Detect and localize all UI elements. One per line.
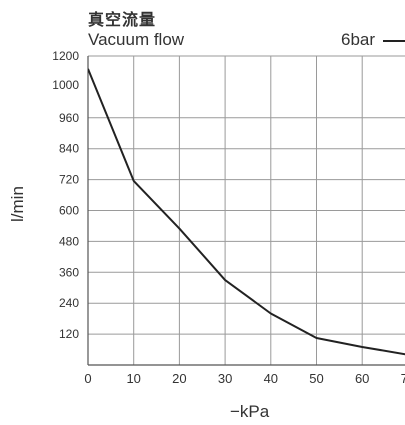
- y-tick-label: 840: [59, 142, 79, 156]
- y-tick-label: 960: [59, 111, 79, 125]
- x-tick-label: 40: [264, 371, 278, 386]
- series-line-6bar: [88, 68, 405, 356]
- legend-label: 6bar: [341, 30, 376, 49]
- y-tick-label: 1000: [52, 78, 79, 92]
- x-tick-label: 60: [355, 371, 369, 386]
- x-tick-label: 30: [218, 371, 232, 386]
- y-tick-label: 480: [59, 234, 79, 248]
- y-tick-label: 600: [59, 204, 79, 218]
- x-tick-label: 0: [84, 371, 91, 386]
- y-tick-label: 720: [59, 173, 79, 187]
- chart-subtitle: Vacuum flow: [88, 30, 185, 49]
- y-tick-label: 1200: [52, 49, 79, 63]
- x-axis-label: −kPa: [230, 402, 270, 421]
- y-tick-label: 360: [59, 265, 79, 279]
- y-tick-label: 240: [59, 296, 79, 310]
- legend-line-swatch: [383, 40, 405, 42]
- x-tick-label: 10: [126, 371, 140, 386]
- y-tick-label: 120: [59, 327, 79, 341]
- x-tick-label: 50: [309, 371, 323, 386]
- x-tick-label: 20: [172, 371, 186, 386]
- chart-title: 真空流量: [88, 10, 157, 29]
- x-tick-label: 70: [401, 371, 405, 386]
